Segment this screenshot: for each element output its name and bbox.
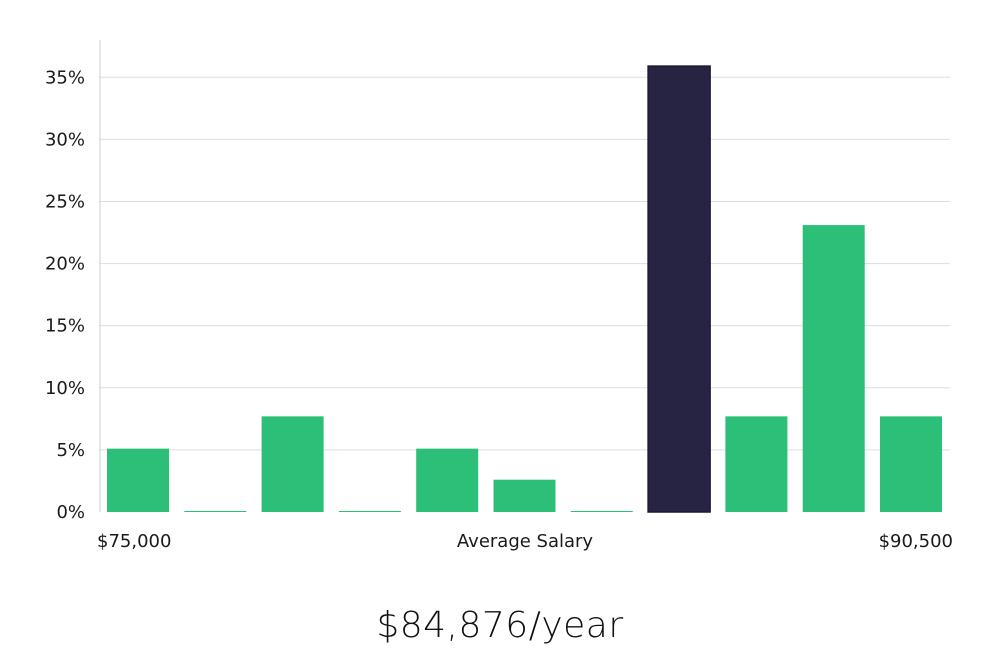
y-tick-label: 5% [56,440,85,461]
y-tick-label: 20% [45,254,85,275]
labels-layer: $75,000 Average Salary $90,500 [97,531,953,552]
y-tick-label: 10% [45,378,85,399]
y-tick-label: 15% [45,316,85,337]
x-axis-title: Average Salary [457,531,594,552]
average-salary-value: $84,876/year [376,605,624,646]
bar [261,416,324,512]
bar [725,416,788,512]
bars-layer [107,65,942,513]
chart-svg: 0% 5% 10% 15% 20% 25% 30% 35% $75,000 Average S… [45,40,953,552]
y-tick-label: 30% [45,129,85,150]
x-max-label: $90,500 [879,531,953,552]
bar-highlighted [647,65,711,513]
bar [493,479,556,512]
y-tick-label: 25% [45,191,85,212]
x-min-label: $75,000 [97,531,171,552]
bar [802,225,865,513]
bar [416,448,479,512]
bar [107,448,169,512]
y-tick-label: 35% [45,67,85,88]
grid-layer [100,76,950,451]
bar [570,511,633,512]
bar [338,511,401,512]
bar [880,416,942,512]
y-tick-label: 0% [56,502,85,523]
bar [184,511,247,512]
axis-layer: 0% 5% 10% 15% 20% 25% 30% 35% [45,40,101,523]
